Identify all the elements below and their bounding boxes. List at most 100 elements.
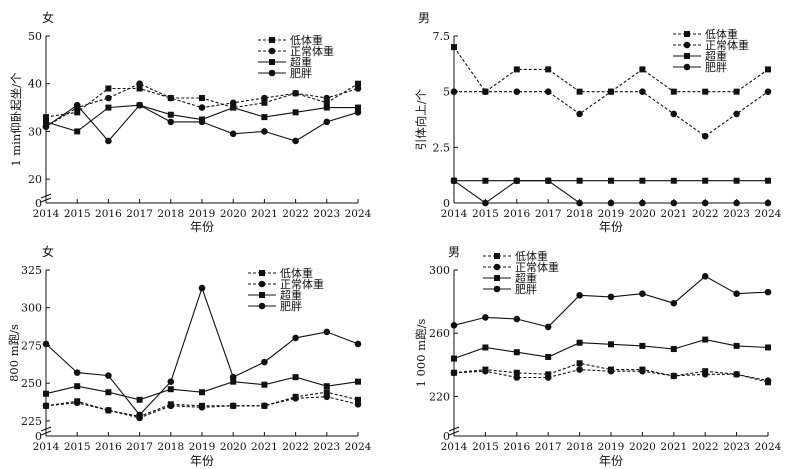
data-point-circle [261,128,268,135]
data-point-circle [639,88,646,95]
data-point-circle [42,123,50,130]
data-point-circle [136,411,143,419]
legend-marker-circle [268,47,276,55]
data-point-square [765,177,771,184]
data-point-circle [670,199,678,207]
x-tick-label: 2024 [755,441,782,453]
x-tick-label: 2015 [64,441,91,453]
data-point-square [323,389,330,396]
data-point-circle [450,177,458,185]
legend-label: 低体重 [705,27,738,41]
data-point-square [608,341,614,348]
legend-marker-square [269,59,275,65]
data-point-square [702,88,709,95]
x-tick-label: 2014 [441,208,468,220]
data-point-circle [323,118,331,126]
data-point-circle [198,118,206,126]
x-tick-label: 2016 [95,441,122,453]
data-point-square [639,342,646,349]
data-point-circle [639,367,646,375]
data-point-square [43,390,49,397]
data-point-circle [198,404,206,411]
data-point-circle [450,322,458,329]
legend-label: 低体重 [280,266,313,280]
data-point-circle [733,199,740,207]
panel-corner-label: 女 [42,10,54,25]
data-point-square [639,177,646,184]
data-point-circle [607,367,615,375]
y-tick-label: 40 [28,78,42,91]
x-tick-label: 2023 [723,208,750,220]
series-line [453,275,769,328]
data-point-circle [639,290,646,298]
series-line [454,91,769,137]
y-tick-label: 300 [21,302,42,315]
legend-marker-square [684,53,690,59]
legend-marker-circle [683,63,691,71]
data-point-circle [73,369,81,376]
x-tick-label: 2017 [535,208,562,220]
data-point-square [733,88,740,95]
legend-label: 肥胖 [515,283,537,296]
legend-marker-circle [258,302,266,310]
data-point-circle [482,367,489,375]
data-point-square [323,383,330,390]
data-point-circle [198,104,206,111]
data-point-circle [764,377,772,384]
x-tick-label: 2021 [251,208,278,220]
x-tick-label: 2020 [629,208,656,220]
data-point-circle [733,110,740,118]
x-tick-label: 2023 [313,441,340,453]
data-point-square [670,88,677,95]
data-point-circle [229,402,237,410]
data-point-square [765,344,771,351]
data-point-square [261,99,268,106]
y-tick-label: 0 [443,197,450,210]
x-tick-label: 2015 [64,208,91,220]
data-point-square [136,85,143,92]
data-point-circle [136,101,143,109]
data-point-square [136,396,143,403]
data-point-circle [354,85,362,92]
data-point-circle [354,109,362,116]
data-point-circle [105,94,112,102]
data-point-square [199,95,205,102]
y-tick-label: 325 [21,264,42,277]
data-point-circle [764,199,772,207]
data-point-circle [42,340,50,348]
y-tick-label: 260 [429,327,450,340]
data-point-circle [354,401,362,408]
data-point-square [670,177,677,184]
x-tick-label: 2023 [723,441,750,453]
panel-corner-label: 女 [42,244,54,259]
data-point-circle [354,340,362,348]
y-axis-label: 800 m跑/s [7,324,21,382]
data-point-circle [701,199,709,207]
x-tick-label: 2021 [660,441,687,453]
data-point-circle [229,373,237,381]
data-point-square [199,389,205,396]
x-tick-label: 2015 [472,441,499,453]
data-point-circle [576,291,583,299]
x-tick-label: 2016 [503,208,530,220]
x-tick-label: 2019 [189,208,216,220]
data-point-circle [482,199,489,207]
data-point-circle [639,199,646,207]
data-point-square [733,342,740,349]
data-point-circle [576,199,583,207]
data-point-circle [229,99,237,107]
panel-corner-label: 男 [448,245,460,259]
data-point-square [576,88,583,95]
data-point-circle [544,374,552,381]
legend-label: 正常体重 [280,277,324,291]
y-tick-label: 0 [35,430,42,443]
data-point-circle [733,371,740,378]
data-point-circle [323,94,331,102]
data-point-circle [198,284,206,292]
x-tick-label: 2017 [535,441,562,453]
legend-marker-square [259,292,265,298]
y-axis-label: 1 min仰卧起坐/个 [9,72,23,167]
x-tick-label: 2024 [345,441,372,453]
y-tick-label: 275 [21,339,42,352]
